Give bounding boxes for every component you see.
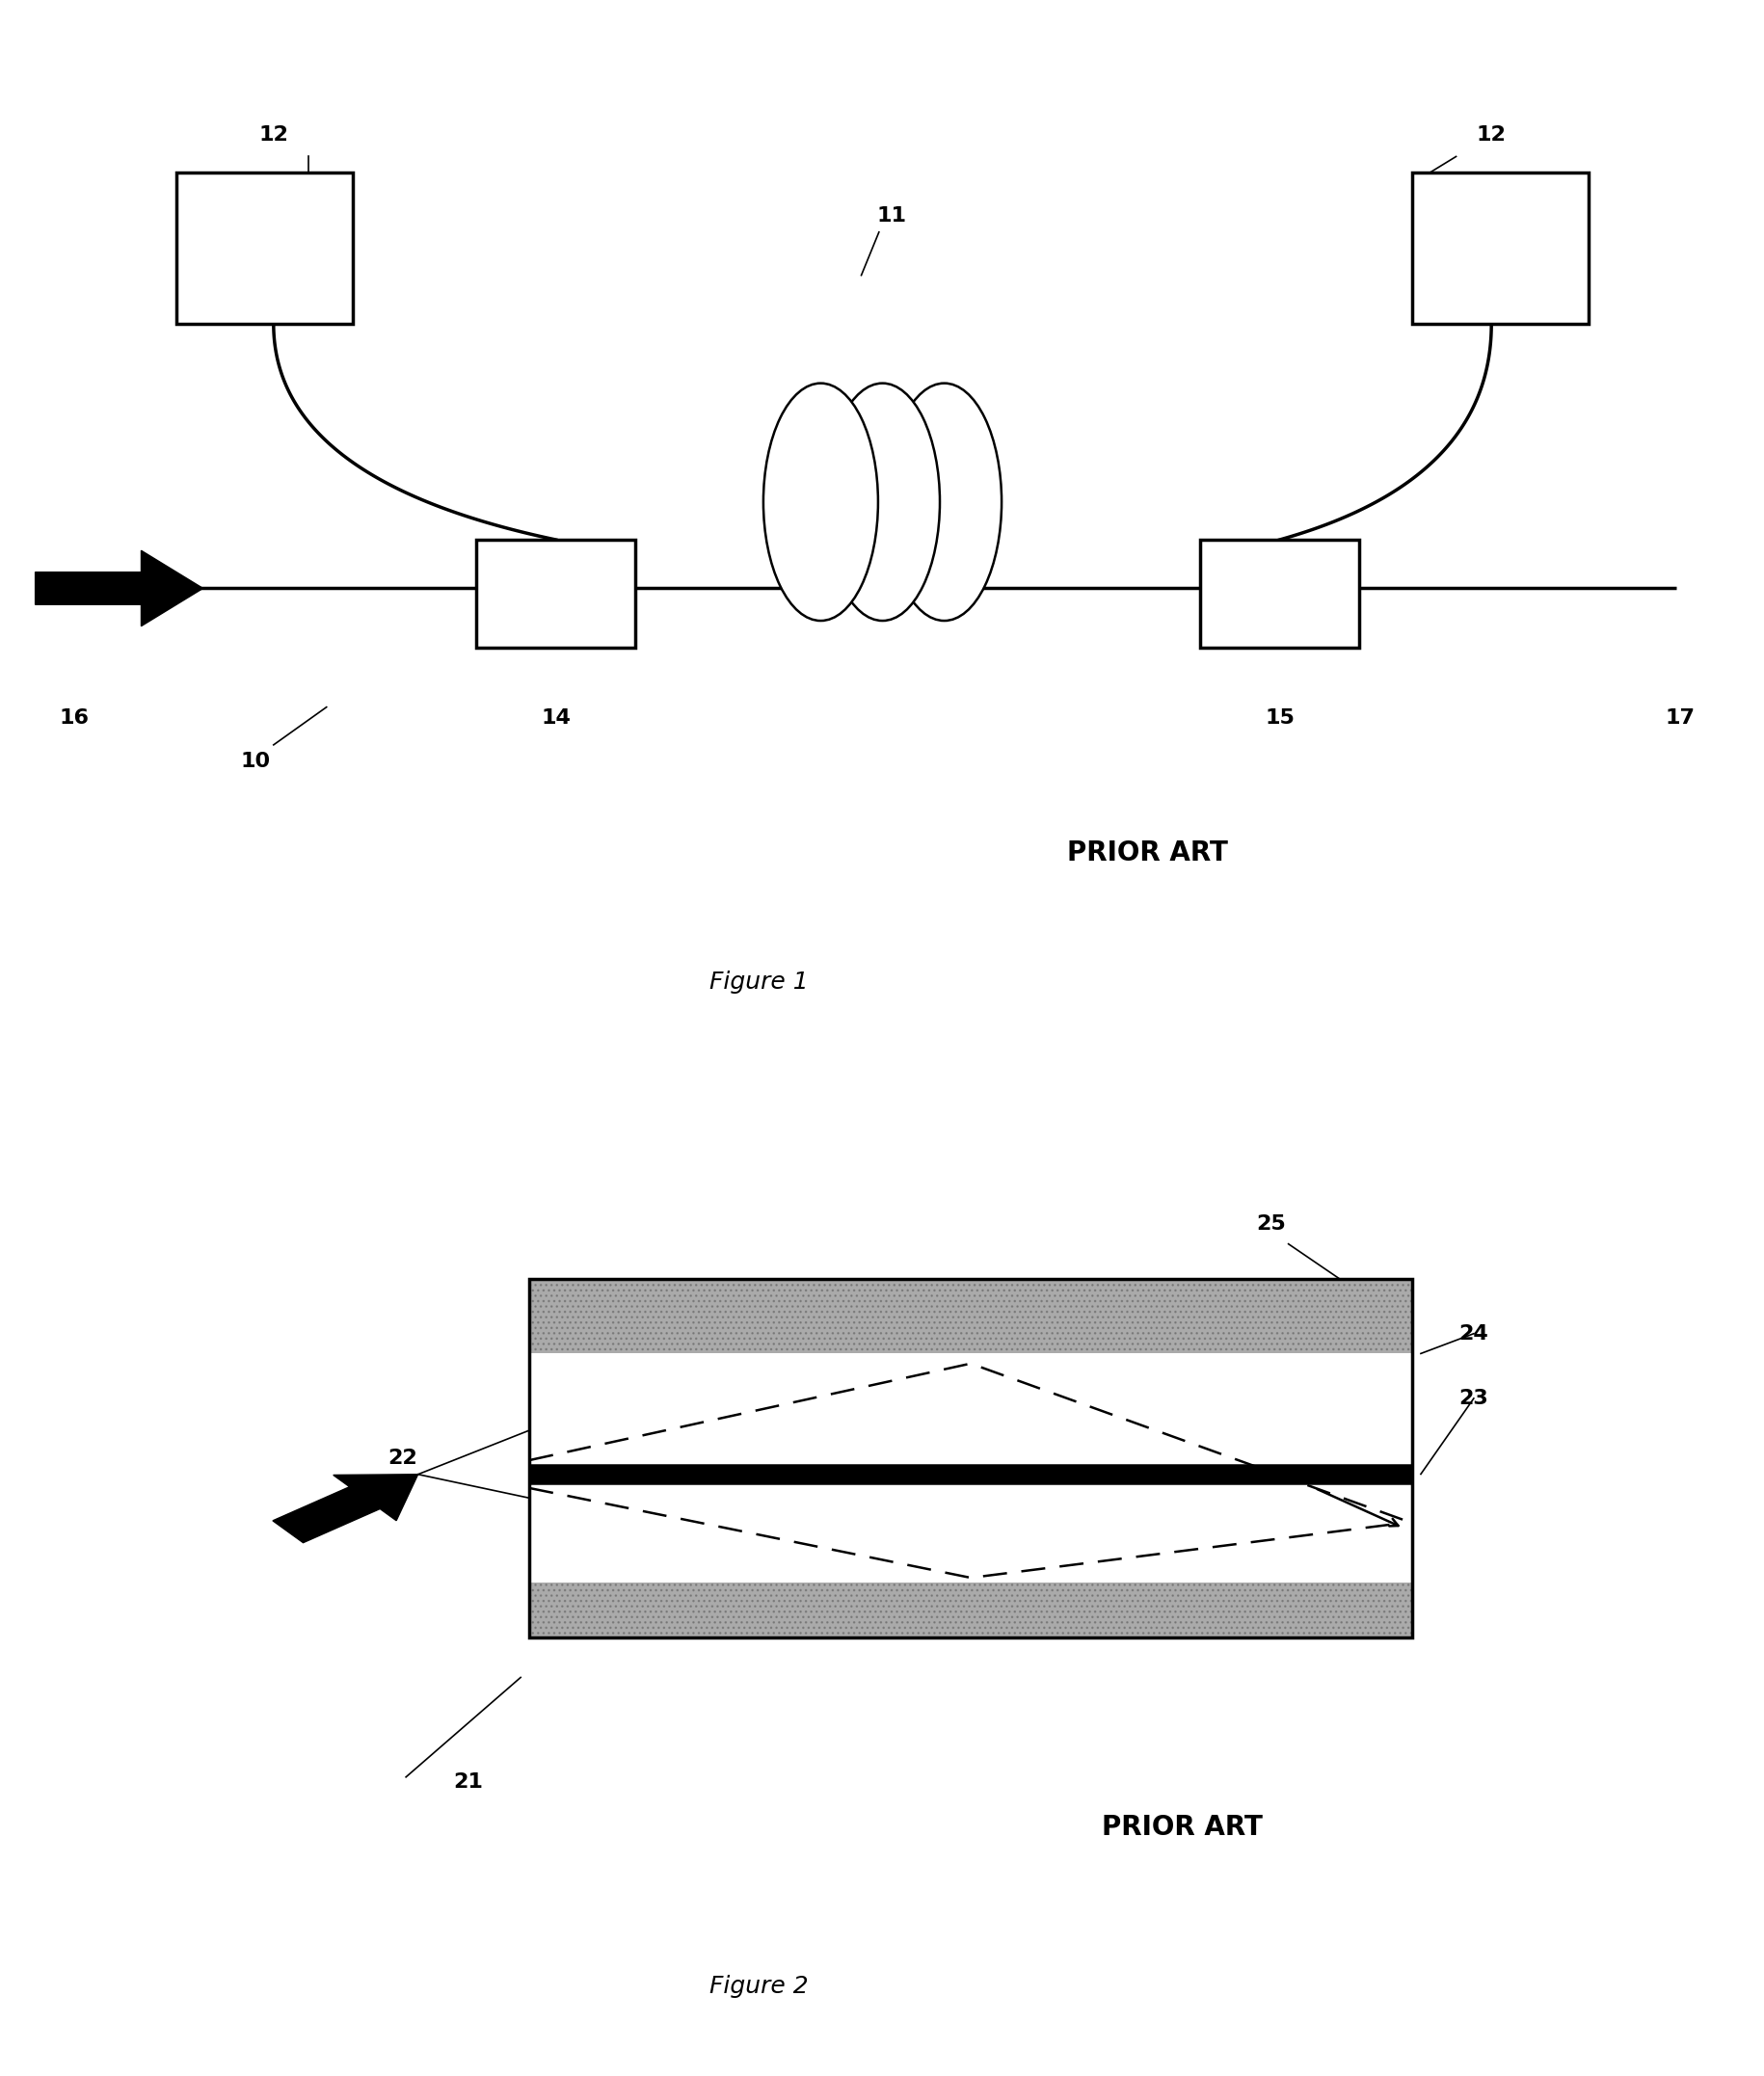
Bar xyxy=(476,540,635,648)
Bar xyxy=(529,1582,1411,1638)
Bar xyxy=(529,1279,1411,1354)
Bar xyxy=(529,1482,1411,1582)
Bar xyxy=(1200,540,1358,648)
Text: 24: 24 xyxy=(1459,1324,1487,1343)
Bar xyxy=(176,172,353,324)
Text: Figure 2: Figure 2 xyxy=(709,1974,808,1997)
Bar xyxy=(529,1279,1411,1354)
Bar xyxy=(529,1279,1411,1638)
Text: 17: 17 xyxy=(1665,708,1693,727)
Text: 11: 11 xyxy=(877,206,905,226)
Text: 12: 12 xyxy=(1476,125,1505,145)
Text: 25: 25 xyxy=(1256,1214,1284,1233)
Ellipse shape xyxy=(762,384,878,621)
Text: Figure 1: Figure 1 xyxy=(709,972,808,994)
Text: 12: 12 xyxy=(259,125,288,145)
Text: 16: 16 xyxy=(60,708,88,727)
Text: 22: 22 xyxy=(388,1449,416,1468)
Text: PRIOR ART: PRIOR ART xyxy=(1101,1814,1263,1839)
Text: 15: 15 xyxy=(1265,708,1293,727)
Text: PRIOR ART: PRIOR ART xyxy=(1065,839,1228,866)
Bar xyxy=(529,1582,1411,1638)
Bar xyxy=(1411,172,1588,324)
Ellipse shape xyxy=(886,384,1002,621)
Bar xyxy=(529,1466,1411,1482)
Polygon shape xyxy=(35,550,203,627)
Text: 21: 21 xyxy=(453,1773,482,1792)
Ellipse shape xyxy=(824,384,938,621)
Polygon shape xyxy=(273,1474,418,1542)
Bar xyxy=(529,1354,1411,1466)
Text: 23: 23 xyxy=(1459,1389,1487,1408)
Text: 10: 10 xyxy=(242,752,270,770)
Text: 14: 14 xyxy=(542,708,570,727)
